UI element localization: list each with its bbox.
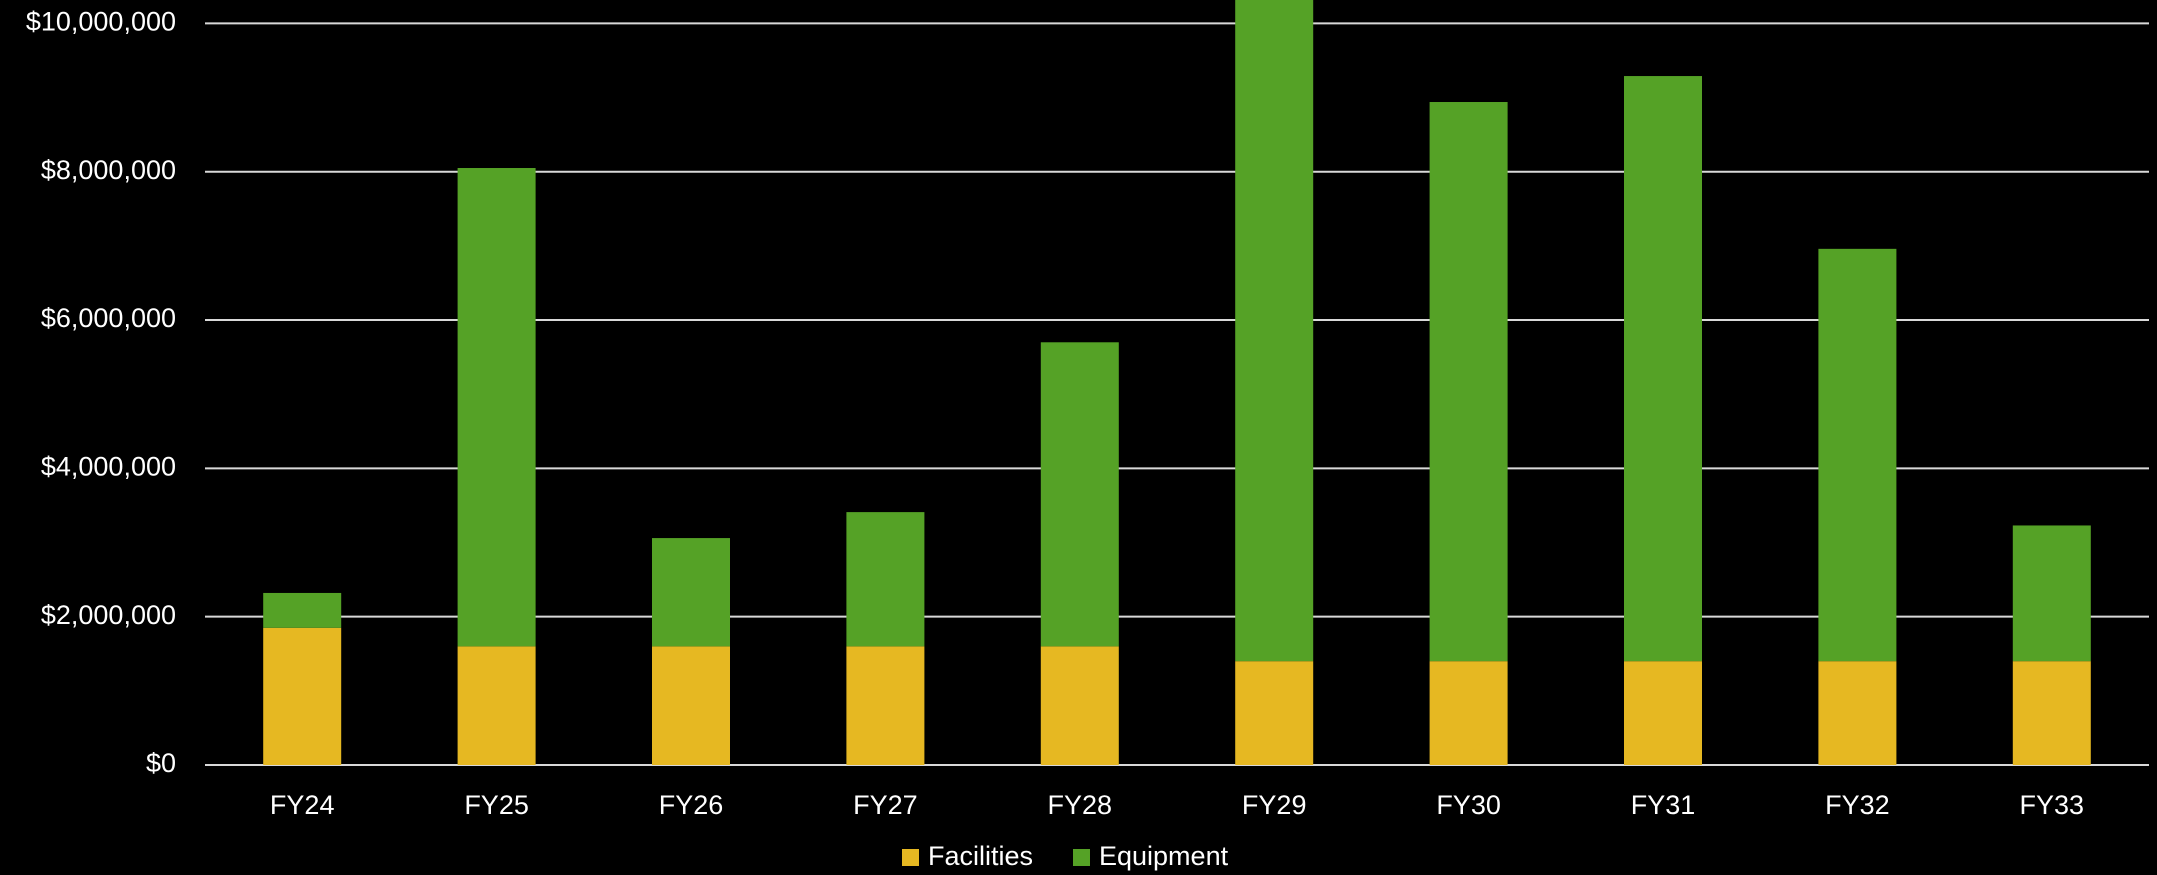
x-tick-label: FY28 [1048, 790, 1113, 820]
x-tick-label: FY32 [1825, 790, 1890, 820]
bar-segment [1624, 76, 1702, 662]
y-tick-label: $2,000,000 [41, 600, 176, 630]
x-tick-label: FY29 [1242, 790, 1307, 820]
x-tick-label: FY30 [1436, 790, 1501, 820]
y-tick-label: $6,000,000 [41, 303, 176, 333]
x-tick-label: FY26 [659, 790, 724, 820]
bar-segment [1818, 248, 1897, 662]
x-tick-label: FY31 [1631, 790, 1696, 820]
bar-segment [846, 646, 925, 765]
bar-segment [2012, 661, 2091, 765]
bar-segment [457, 646, 536, 765]
bar-segment [652, 538, 730, 647]
bar-segment [1040, 646, 1119, 765]
y-tick-label: $0 [146, 748, 176, 778]
bar-segment [652, 646, 730, 765]
y-tick-label: $4,000,000 [41, 451, 176, 481]
bar-segment [1429, 102, 1508, 662]
legend-label: Equipment [1099, 841, 1229, 871]
bar-segment [1429, 661, 1508, 765]
bar-segment [2012, 525, 2091, 662]
legend-swatch [902, 849, 919, 866]
legend-label: Facilities [928, 841, 1033, 871]
x-tick-label: FY33 [2020, 790, 2085, 820]
bar-segment [846, 512, 925, 647]
x-tick-label: FY24 [270, 790, 335, 820]
x-tick-label: FY25 [464, 790, 529, 820]
bar-segment [457, 168, 536, 647]
y-tick-label: $8,000,000 [41, 155, 176, 185]
bar-segment [263, 592, 342, 628]
x-tick-label: FY27 [853, 790, 918, 820]
bar-segment [1235, 0, 1314, 662]
bar-segment [1040, 342, 1119, 647]
y-tick-label: $10,000,000 [26, 7, 176, 37]
legend-swatch [1073, 849, 1090, 866]
bar-segment [1624, 661, 1702, 765]
bar-segment [1818, 661, 1897, 765]
bar-segment [1235, 661, 1314, 765]
bar-segment [263, 627, 342, 765]
